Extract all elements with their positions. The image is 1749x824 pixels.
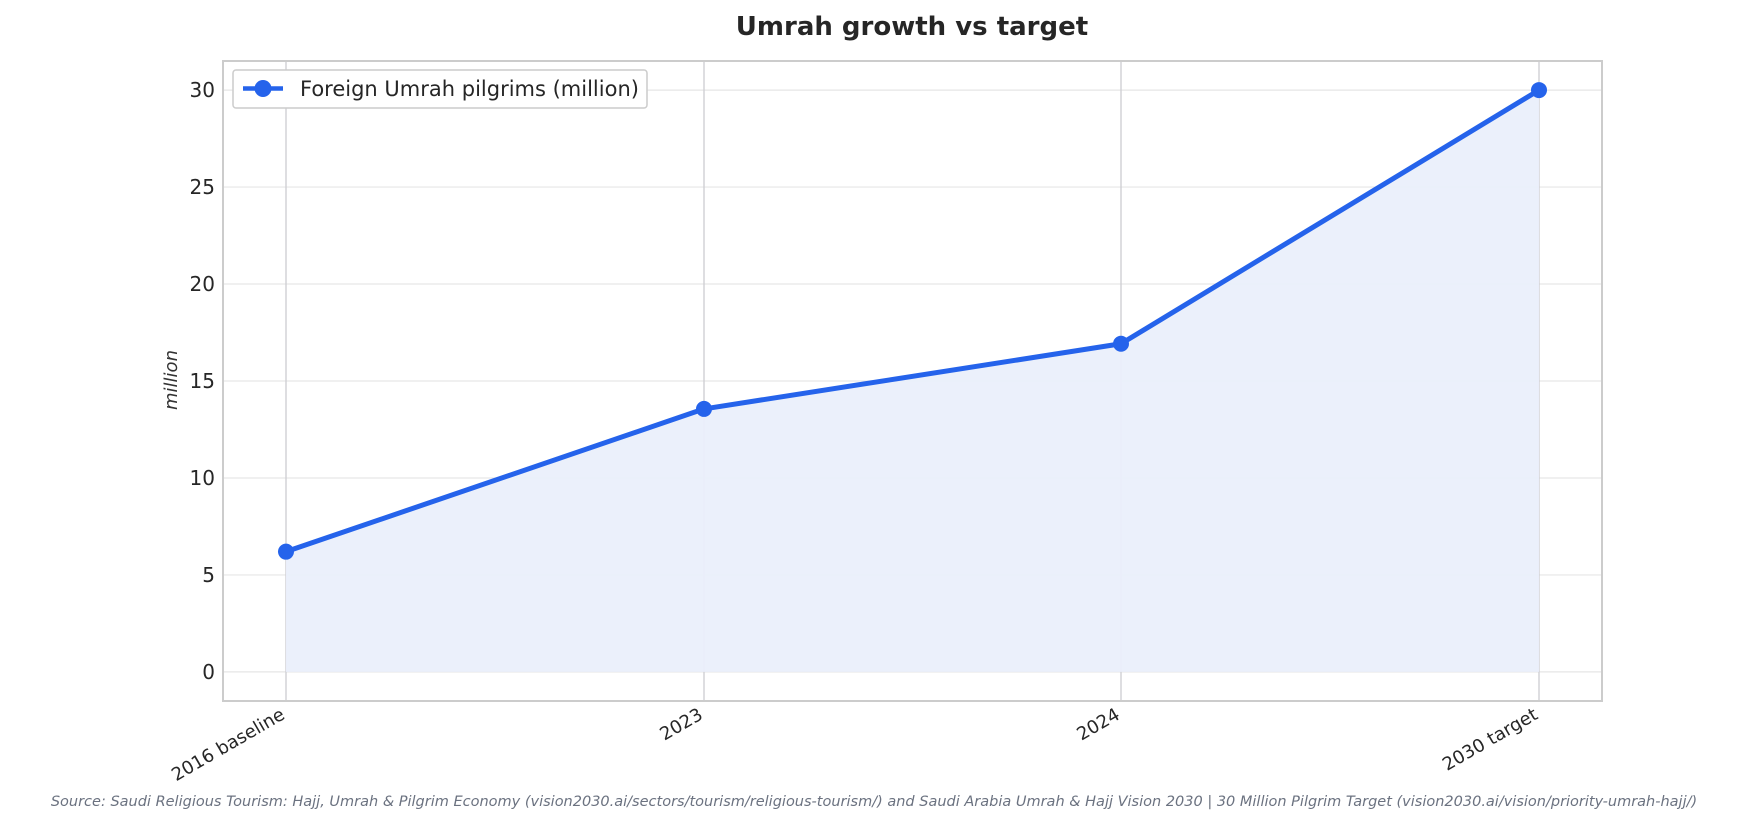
y-tick-label: 0 — [202, 660, 215, 684]
data-point-3 — [1113, 335, 1129, 352]
x-tick-label: 2030 target — [1439, 704, 1542, 775]
plot-frame — [222, 60, 1603, 702]
legend: Foreign Umrah pilgrims (million) — [232, 69, 648, 109]
chart-title: Umrah growth vs target — [736, 12, 1088, 42]
y-tick-label: 10 — [190, 466, 215, 490]
legend-marker-swatch — [254, 80, 272, 97]
series-line — [283, 87, 1542, 555]
y-tick-label: 20 — [190, 272, 215, 296]
x-tick-label: 2024 — [1073, 704, 1123, 745]
point-layer — [278, 82, 1547, 560]
area-layer — [286, 90, 1539, 672]
y-tick-label: 5 — [202, 563, 215, 587]
legend-label: Foreign Umrah pilgrims (million) — [300, 77, 639, 101]
y-axis-label: million — [161, 350, 182, 410]
x-tick-label: 2023 — [656, 704, 706, 745]
y-tick-labels: 0 5 10 15 20 25 30 — [190, 78, 215, 684]
y-tick-label: 30 — [190, 78, 215, 102]
legend-box — [232, 69, 648, 109]
data-point-2 — [696, 400, 712, 417]
x-tick-labels: 2016 baseline 2023 2024 2030 target — [168, 704, 1541, 786]
source-note: Source: Saudi Religious Tourism: Hajj, U… — [51, 794, 1697, 810]
data-point-1 — [278, 543, 294, 560]
y-tick-label: 25 — [190, 175, 215, 199]
series-area-fill — [286, 90, 1539, 672]
line-layer — [283, 87, 1542, 555]
x-tick-label: 2016 baseline — [168, 704, 288, 786]
data-point-4 — [1531, 82, 1547, 99]
y-tick-label: 15 — [190, 369, 215, 393]
